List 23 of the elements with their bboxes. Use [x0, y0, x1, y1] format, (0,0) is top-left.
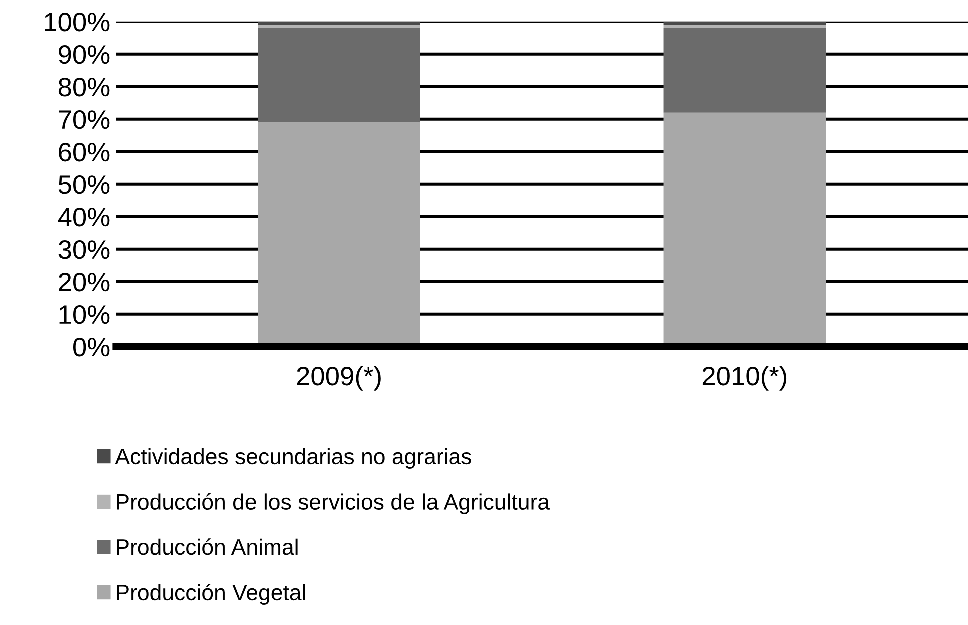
y-tick-label: 10% — [60, 306, 110, 324]
bar — [258, 28, 420, 123]
y-tick-label: 70% — [59, 110, 110, 130]
x-tick-label: 2009(*) — [297, 366, 381, 391]
bar — [664, 28, 826, 113]
y-tick-label: 80% — [58, 78, 110, 97]
y-tick-label: 90% — [59, 46, 110, 64]
bar — [664, 22, 826, 26]
bar — [258, 25, 420, 28]
y-tick-label: 30% — [58, 240, 110, 260]
legend-label: Actividades secundarias no agrarias — [115, 448, 472, 469]
y-tick-label: 40% — [58, 208, 110, 227]
legend-label: Producción de los servicios de la Agricultura — [117, 493, 550, 514]
legend-label: Producción Animal — [117, 538, 298, 556]
bar — [258, 22, 420, 26]
y-tick-label: 0% — [73, 338, 110, 357]
y-tick-label: 60% — [59, 143, 110, 162]
y-tick-label: 100% — [45, 13, 110, 32]
legend-label: Producción Vegetal — [117, 584, 306, 605]
bar — [664, 25, 826, 28]
y-tick-label: 20% — [59, 273, 110, 292]
x-tick-label: 2010(*) — [702, 366, 787, 391]
y-tick-label: 50% — [58, 176, 110, 194]
